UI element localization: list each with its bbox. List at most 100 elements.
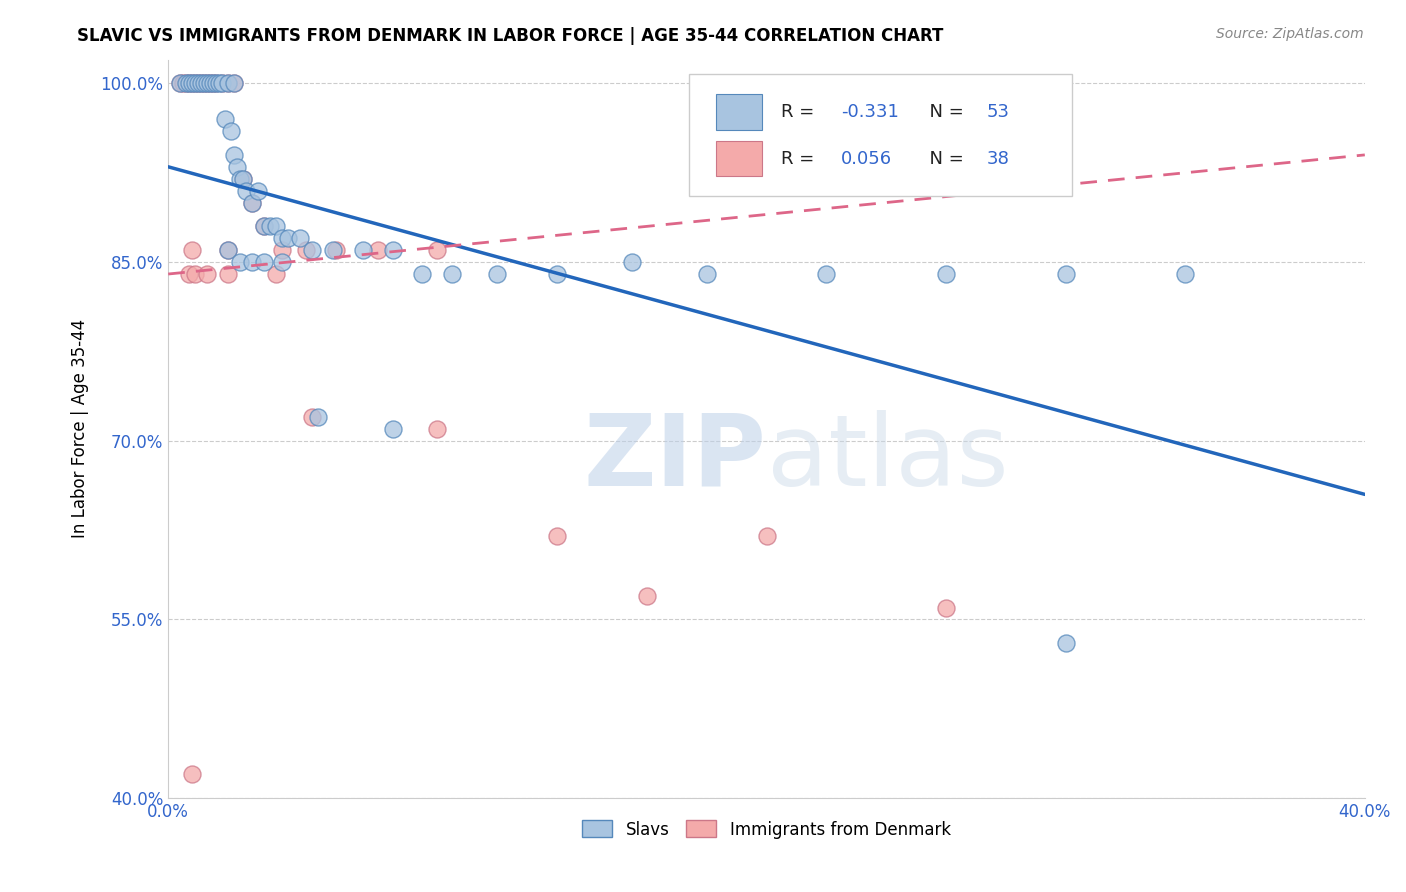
Point [270, 255, 292, 269]
Text: R =: R = [780, 150, 820, 168]
Point [217, 77, 239, 91]
Legend: Slavs, Immigrants from Denmark: Slavs, Immigrants from Denmark [575, 814, 957, 846]
Point [205, 77, 228, 91]
Text: R =: R = [780, 103, 820, 121]
Point [381, 422, 404, 436]
Point [381, 243, 404, 257]
Point [184, 77, 207, 91]
Point [935, 600, 957, 615]
Point [217, 77, 239, 91]
Point [325, 243, 347, 257]
Point [240, 195, 263, 210]
Point [217, 243, 239, 257]
Point [181, 77, 204, 91]
Point [222, 77, 245, 91]
Point [253, 255, 276, 269]
Point [935, 267, 957, 281]
Point [195, 77, 218, 91]
Point [184, 77, 207, 91]
Point [426, 243, 449, 257]
Point [195, 77, 218, 91]
Point [226, 160, 249, 174]
Point [208, 77, 231, 91]
Point [426, 422, 449, 436]
Point [322, 243, 344, 257]
Point [253, 219, 276, 234]
Text: -0.331: -0.331 [841, 103, 898, 121]
Point [367, 243, 389, 257]
Text: ZIP: ZIP [583, 410, 766, 507]
Point [486, 267, 509, 281]
Point [264, 219, 287, 234]
Point [546, 529, 568, 543]
Point [169, 77, 191, 91]
Point [240, 195, 263, 210]
Point [169, 77, 191, 91]
Point [411, 267, 433, 281]
Point [295, 243, 318, 257]
Point [219, 124, 242, 138]
Point [264, 267, 287, 281]
Point [253, 219, 276, 234]
Point [174, 77, 197, 91]
Point [352, 243, 374, 257]
Bar [716, 141, 762, 177]
Point [301, 409, 323, 424]
Point [636, 589, 658, 603]
Point [270, 231, 292, 245]
Text: N =: N = [918, 103, 970, 121]
Point [214, 112, 236, 127]
Point [240, 255, 263, 269]
Point [696, 267, 718, 281]
Text: 0.056: 0.056 [841, 150, 891, 168]
Point [620, 255, 643, 269]
Point [211, 77, 233, 91]
Point [441, 267, 464, 281]
Point [190, 77, 212, 91]
Point [270, 243, 292, 257]
Text: 38: 38 [987, 150, 1010, 168]
Y-axis label: In Labor Force | Age 35-44: In Labor Force | Age 35-44 [72, 319, 89, 539]
Point [217, 243, 239, 257]
Point [288, 231, 311, 245]
Point [755, 529, 778, 543]
Point [195, 267, 218, 281]
Point [193, 77, 215, 91]
Point [190, 77, 212, 91]
Point [205, 77, 228, 91]
Bar [716, 95, 762, 129]
Text: SLAVIC VS IMMIGRANTS FROM DENMARK IN LABOR FORCE | AGE 35-44 CORRELATION CHART: SLAVIC VS IMMIGRANTS FROM DENMARK IN LAB… [77, 27, 943, 45]
Point [184, 267, 207, 281]
Point [277, 231, 299, 245]
Point [181, 77, 204, 91]
Point [198, 77, 221, 91]
Text: 53: 53 [987, 103, 1010, 121]
Point [222, 148, 245, 162]
Point [1174, 267, 1197, 281]
Point [174, 77, 197, 91]
Point [179, 267, 201, 281]
Point [229, 255, 252, 269]
Point [181, 767, 204, 781]
Point [546, 267, 568, 281]
Point [172, 77, 194, 91]
Point [181, 243, 204, 257]
Point [246, 184, 269, 198]
Text: atlas: atlas [766, 410, 1008, 507]
Point [179, 77, 201, 91]
FancyBboxPatch shape [689, 74, 1071, 196]
Point [187, 77, 209, 91]
Point [211, 77, 233, 91]
Point [222, 77, 245, 91]
Point [232, 171, 254, 186]
Point [307, 409, 329, 424]
Point [187, 77, 209, 91]
Point [259, 219, 281, 234]
Point [198, 77, 221, 91]
Point [1054, 636, 1077, 650]
Point [235, 184, 257, 198]
Point [217, 267, 239, 281]
Point [202, 77, 225, 91]
Point [301, 243, 323, 257]
Text: N =: N = [918, 150, 970, 168]
